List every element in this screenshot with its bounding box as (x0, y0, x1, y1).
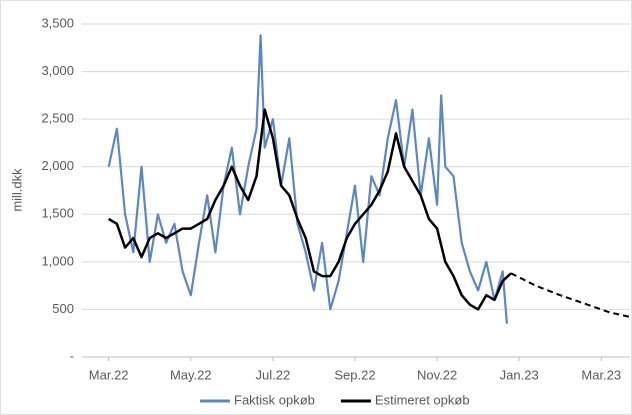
x-tick-label: Mar.22 (89, 367, 129, 382)
x-tick-label: Jan.23 (500, 367, 539, 382)
legend-label: Estimeret opkøb (375, 392, 470, 407)
series-line (510, 272, 631, 318)
x-tick-label: Sep.22 (334, 367, 375, 382)
y-tick-label: 2,500 (41, 111, 74, 126)
y-axis-label: mill.dkk (9, 168, 24, 212)
series-line (108, 108, 512, 311)
y-tick-label: - (70, 348, 74, 363)
y-tick-label: 2,000 (41, 158, 74, 173)
y-tick-label: 3,500 (41, 15, 74, 30)
x-tick-label: Mar.23 (581, 367, 621, 382)
x-tick-label: Jul.22 (256, 367, 291, 382)
y-tick-label: 500 (52, 301, 74, 316)
series-line (107, 34, 508, 324)
legend-label: Faktisk opkøb (234, 392, 315, 407)
y-tick-label: 1,000 (41, 253, 74, 268)
x-tick-label: May.22 (170, 367, 212, 382)
y-tick-label: 1,500 (41, 206, 74, 221)
x-tick-label: Nov.22 (417, 367, 457, 382)
y-tick-label: 3,000 (41, 63, 74, 78)
